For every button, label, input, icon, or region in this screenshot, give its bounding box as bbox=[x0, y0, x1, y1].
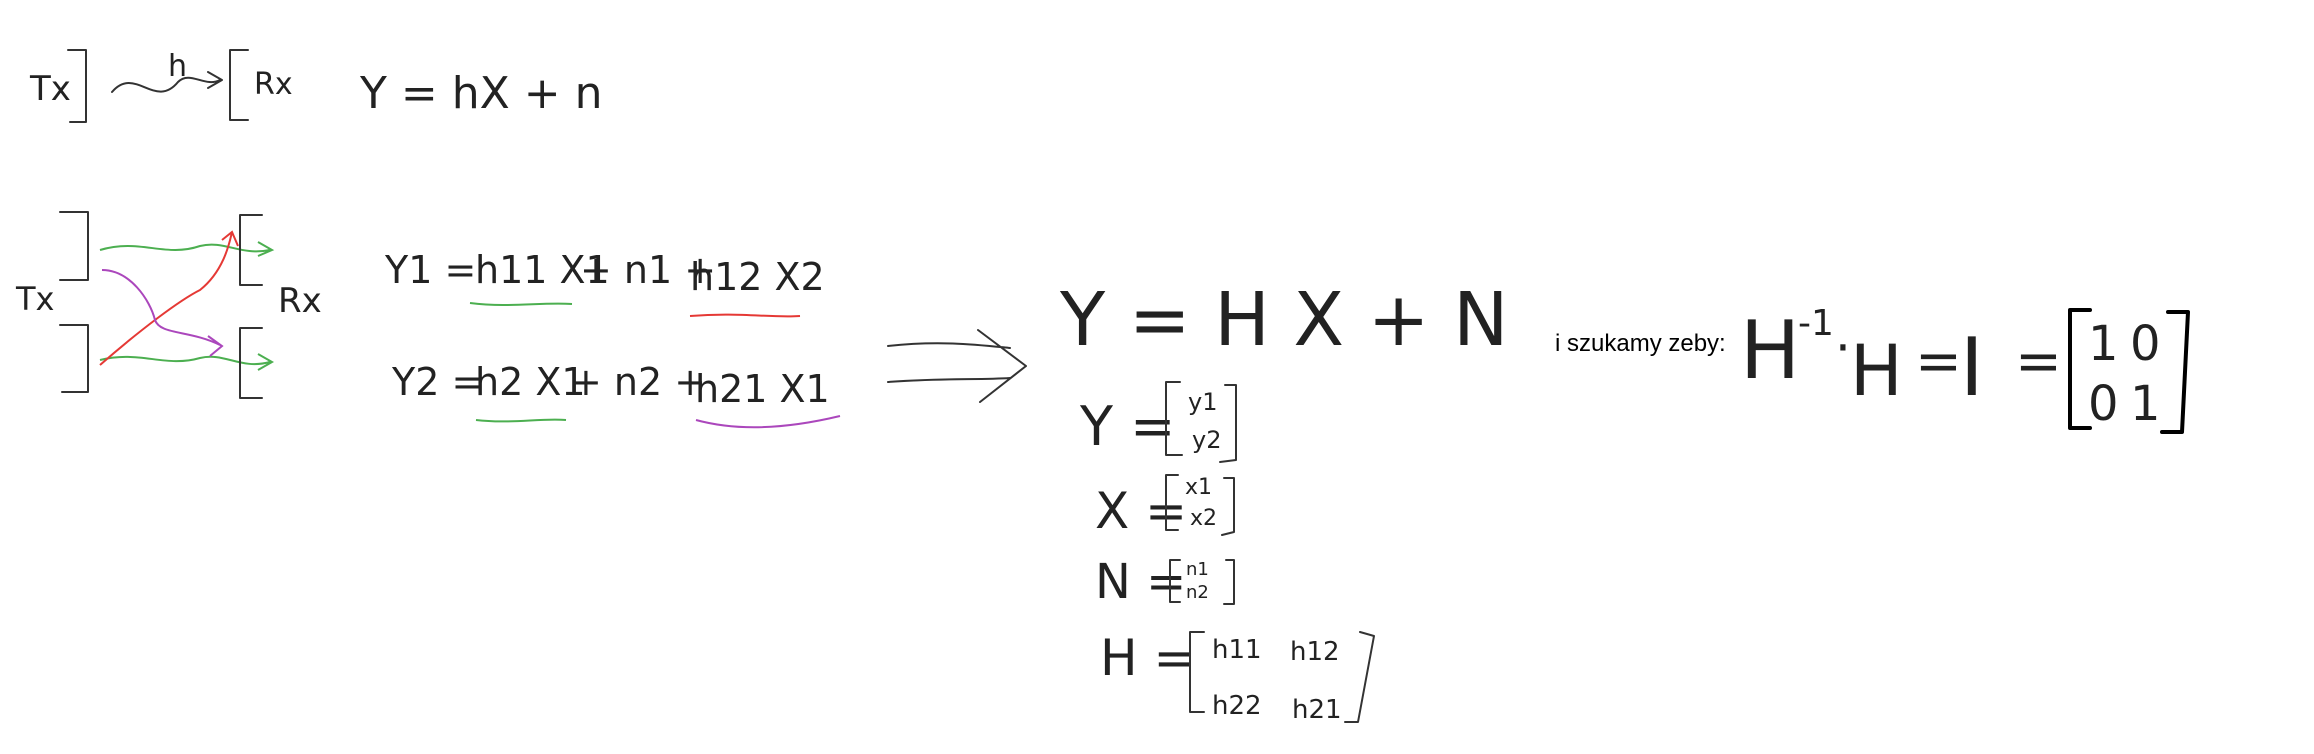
goal-dot: · bbox=[1835, 319, 1851, 377]
goal-equals-1: = bbox=[1915, 329, 1962, 394]
N-bracket-left bbox=[1169, 559, 1181, 603]
H-bracket-right bbox=[1344, 631, 1375, 723]
eq2-term2-underline bbox=[695, 415, 841, 429]
eq2-term1-underline bbox=[475, 418, 567, 423]
mimo-diagram: Tx Rx bbox=[15, 211, 322, 399]
X-bracket-left bbox=[1165, 474, 1179, 531]
identity-r2c1: 0 bbox=[2088, 376, 2119, 432]
goal-inverse-exponent: -1 bbox=[1798, 303, 1834, 344]
mimo-tx-bracket-bottom bbox=[59, 324, 89, 393]
eq2-lhs: Y2 = bbox=[391, 360, 483, 404]
mimo-equations: Y1 = h11 X1 + n1 + h12 X2 Y2 = h2 X1 + n… bbox=[384, 248, 841, 429]
goal-equation: H -1 · H = I = 1 0 0 1 bbox=[1740, 303, 2190, 434]
Y-bracket-right bbox=[1219, 384, 1237, 463]
Y-bracket-left bbox=[1165, 381, 1183, 456]
eq2-term1: h2 X1 bbox=[475, 360, 586, 404]
X-entry-1: x1 bbox=[1185, 475, 1212, 500]
mimo-path-green-top bbox=[99, 241, 275, 257]
goal-note: i szukamy zeby: bbox=[1555, 330, 1726, 357]
X-definition-lhs: X = bbox=[1095, 482, 1187, 540]
H-definition-lhs: H = bbox=[1100, 629, 1195, 687]
goal-equals-2: = bbox=[2015, 329, 2062, 394]
siso-diagram: Tx h Rx Y = hX + n bbox=[29, 49, 602, 123]
eq2-mid: + n2 + bbox=[570, 360, 706, 404]
siso-rx-bracket bbox=[229, 49, 249, 121]
eq1-term1-underline bbox=[469, 302, 573, 307]
goal-H2: H bbox=[1850, 330, 1903, 412]
mimo-path-red bbox=[99, 230, 239, 366]
siso-tx-label: Tx bbox=[29, 69, 71, 109]
X-bracket-right bbox=[1221, 477, 1235, 536]
Y-definition-lhs: Y = bbox=[1079, 395, 1175, 458]
identity-bracket-right bbox=[2160, 310, 2190, 434]
eq1-mid: + n1 + bbox=[580, 248, 716, 292]
identity-r1c1: 1 bbox=[2088, 316, 2119, 372]
siso-tx-bracket bbox=[67, 49, 87, 123]
H-entry-r2c2: h21 bbox=[1292, 695, 1342, 725]
eq1-term1: h11 X1 bbox=[475, 248, 610, 292]
Y-entry-1: y1 bbox=[1188, 388, 1217, 416]
mimo-path-green-bottom bbox=[99, 353, 275, 371]
mimo-tx-bracket-top bbox=[59, 211, 89, 281]
matrix-form: Y = H X + N Y = y1 y2 X = x1 x2 N = n1 n… bbox=[1059, 277, 1509, 725]
H-entry-r2c1: h22 bbox=[1212, 691, 1262, 721]
H-entry-r1c2: h12 bbox=[1290, 637, 1340, 667]
siso-channel-arrow bbox=[111, 71, 223, 93]
eq2-term2: h21 X1 bbox=[695, 367, 830, 411]
implies-arrow bbox=[887, 329, 1027, 403]
identity-bracket-left bbox=[2068, 308, 2092, 430]
siso-rx-label: Rx bbox=[254, 67, 293, 102]
eq1-lhs: Y1 = bbox=[384, 248, 476, 292]
mimo-tx-label: Tx bbox=[15, 280, 54, 318]
N-definition-lhs: N = bbox=[1095, 554, 1186, 610]
Y-entry-2: y2 bbox=[1192, 426, 1221, 454]
siso-channel-label: h bbox=[168, 49, 187, 84]
identity-r1c2: 0 bbox=[2130, 316, 2161, 372]
siso-equation: Y = hX + n bbox=[359, 68, 602, 119]
identity-r2c2: 1 bbox=[2130, 376, 2161, 432]
mimo-rx-bracket-bottom bbox=[239, 327, 263, 399]
N-bracket-right bbox=[1223, 559, 1235, 605]
X-entry-2: x2 bbox=[1190, 506, 1217, 531]
N-entry-1: n1 bbox=[1186, 559, 1209, 580]
mimo-rx-bracket-top bbox=[239, 214, 263, 286]
mimo-rx-label: Rx bbox=[278, 281, 322, 321]
goal-identity-symbol: I bbox=[1960, 321, 1984, 414]
N-entry-2: n2 bbox=[1186, 582, 1209, 603]
H-entry-r1c1: h11 bbox=[1212, 635, 1262, 665]
eq1-term2: h12 X2 bbox=[690, 255, 825, 299]
eq1-term2-underline bbox=[689, 313, 801, 318]
H-bracket-left bbox=[1189, 631, 1205, 713]
mimo-path-purple bbox=[101, 269, 224, 357]
goal-H: H bbox=[1740, 304, 1800, 397]
matrix-main-equation: Y = H X + N bbox=[1059, 277, 1509, 363]
